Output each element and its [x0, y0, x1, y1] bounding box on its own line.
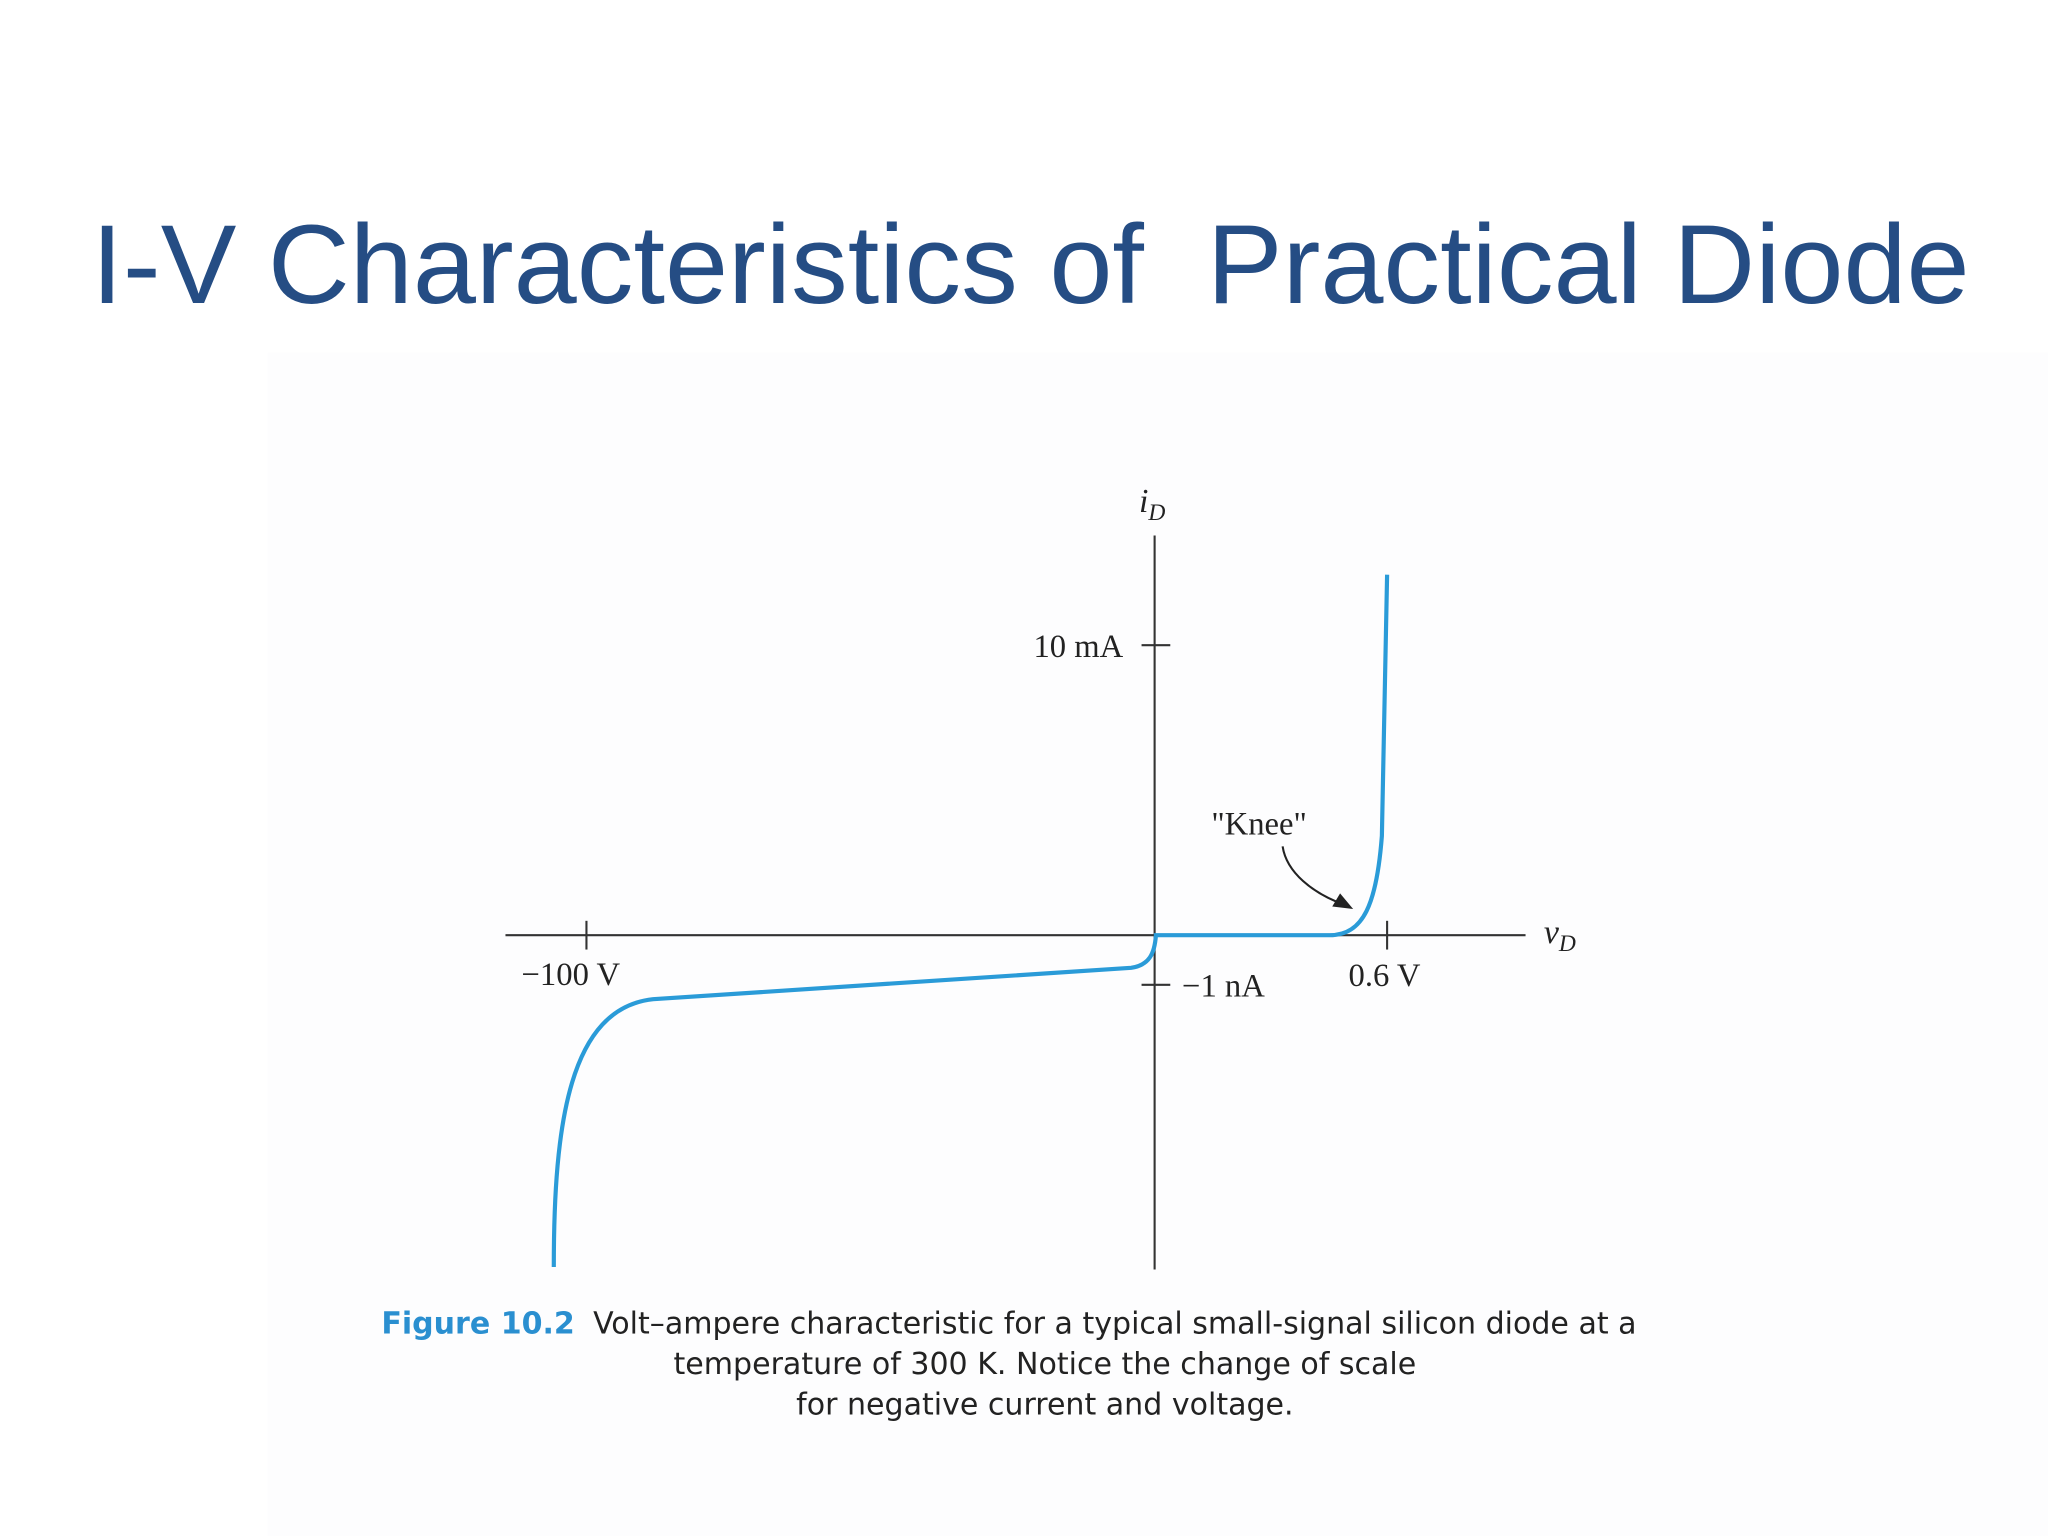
caption-label: Figure 10.2	[381, 1307, 574, 1342]
caption-line: Figure 10.2 Volt–ampere characteristic fo…	[381, 1307, 1636, 1342]
x-tick-label: −100 V	[522, 957, 621, 993]
caption-line: temperature of 300 K. Notice the change …	[674, 1347, 1417, 1382]
arrow-head	[1332, 893, 1354, 910]
caption-line: for negative current and voltage.	[796, 1388, 1293, 1423]
x-tick-label: 0.6 V	[1349, 958, 1421, 994]
x-axis-symbol: v	[1544, 914, 1560, 951]
annotation: "Knee"	[1211, 807, 1307, 843]
y-axis-subscript: D	[1147, 500, 1165, 526]
y-axis-symbol: i	[1139, 483, 1148, 520]
x-axis-subscript: D	[1558, 931, 1576, 957]
figure-area	[267, 352, 2048, 1536]
y-tick-label: 10 mA	[1033, 629, 1123, 665]
iv-curve	[551, 574, 1390, 1267]
y-axis-label: iD	[1139, 483, 1165, 526]
slide-title: I-V Characteristics of Practical Diode	[91, 201, 1969, 327]
caption-text: Volt–ampere characteristic for a typical…	[593, 1307, 1636, 1342]
y-tick-label: −1 nA	[1182, 969, 1265, 1005]
x-axis-label: vD	[1544, 914, 1576, 957]
